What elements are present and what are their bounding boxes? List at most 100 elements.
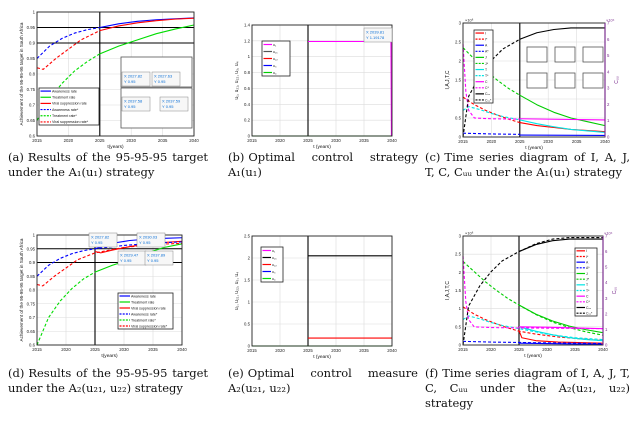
x-tick-label: 2040 <box>598 347 608 352</box>
legend-label: u₂₂ <box>272 263 277 267</box>
x-tick-label: 2035 <box>570 347 580 352</box>
series-line <box>36 26 100 59</box>
y-tick-label: 2 <box>248 256 251 261</box>
caption-label: (f) <box>425 366 439 380</box>
series-line <box>99 17 195 32</box>
series-line <box>36 241 183 277</box>
datatip-y: Y 0.95 <box>139 240 151 245</box>
y-right-axis-label: Cᵤᵤ <box>614 76 620 84</box>
datatip-x: X 2039.81 <box>366 30 385 35</box>
series-line <box>518 326 604 330</box>
legend-label: A* <box>586 266 590 270</box>
y-right-tick-label: 0 <box>605 343 608 348</box>
x-tick-label: 2040 <box>177 347 187 352</box>
x-tick-label: 2025 <box>303 138 313 143</box>
x-tick-label: 2030 <box>119 347 129 352</box>
legend: Awareness rate Treatment rate Viral suppre… <box>38 87 100 126</box>
legend-label: T* <box>586 289 590 293</box>
legend-label: I <box>586 249 587 253</box>
y-tick-label: 0 <box>459 343 462 348</box>
x-tick-label: 2025 <box>90 347 100 352</box>
series-line <box>308 40 392 137</box>
datatip-x: X 2027.82 <box>124 74 143 79</box>
x-tick-label: 2015 <box>32 138 42 143</box>
legend-label: u₃ <box>272 270 276 274</box>
x-tick-label: 2030 <box>542 347 552 352</box>
y-right-tick-label: 7 <box>607 21 610 26</box>
caption-f: (f) Time series diagram of I, A, J, T, C,… <box>425 366 630 411</box>
series-line <box>462 340 604 345</box>
caption-a: (a) Results of the 95-95-95 target under … <box>8 150 208 180</box>
y-right-tick-label: 2 <box>605 311 608 316</box>
legend-label: u₂₁ <box>273 50 278 54</box>
x-tick-label: 2035 <box>148 347 158 352</box>
series-line <box>462 255 604 330</box>
y-axis-label: u₁, u₂₁, u₂₂, u₃, u₄ <box>234 61 240 99</box>
legend-label: u₁ <box>272 249 276 253</box>
datatip: X 2030.03Y 0.95 <box>136 232 166 248</box>
datatip-y: Y 1.19178 <box>366 35 385 40</box>
x-tick-label: 2015 <box>247 348 257 353</box>
series-line <box>462 315 604 341</box>
y-right-tick-label: 3 <box>605 296 608 301</box>
legend-label: T <box>485 68 487 72</box>
y-tick-label: 0 <box>248 344 251 349</box>
x-tick-label: 2015 <box>458 139 468 144</box>
x-tick-label: 2020 <box>64 138 74 143</box>
y-tick-label: 0.85 <box>27 56 36 61</box>
x-axis-label: t (years) <box>524 353 542 359</box>
y-axis-label: Achievement of the 95-95-95 target in So… <box>19 238 24 341</box>
datatip: X 2037.89Y 0.95 <box>144 250 174 266</box>
legend-label: u₁ <box>273 43 277 47</box>
legend-label: Cᵤᵤ* <box>485 98 492 102</box>
y-tick-label: 0.4 <box>244 102 251 107</box>
datatip-x: X 2027.82 <box>91 235 110 240</box>
x-tick-label: 2020 <box>486 347 496 352</box>
y-tick-label: 1.5 <box>244 278 251 283</box>
legend-box <box>473 29 494 104</box>
x-tick-label: 2025 <box>95 138 105 143</box>
x-axis-label: t (years) <box>313 354 331 360</box>
x-tick-label: 2035 <box>359 348 369 353</box>
y-right-tick-label: 4 <box>605 280 608 285</box>
y-tick-label: 0.85 <box>27 274 36 279</box>
x-axis-label: t (years) <box>313 144 331 150</box>
y-right-multiplier-label: ×10⁴ <box>606 18 615 23</box>
y-tick-label: 1 <box>459 97 462 102</box>
y-tick-label: 0.65 <box>27 329 36 334</box>
x-tick-label: 2020 <box>275 348 285 353</box>
datatip: X 2027.82Y 0.95 <box>121 71 151 87</box>
legend-label: Viral suppression rate* <box>52 120 89 124</box>
series-line <box>462 96 520 124</box>
legend-label: A* <box>485 50 489 54</box>
series-line <box>518 330 604 344</box>
y-tick-label: 0.75 <box>27 301 36 306</box>
y-tick-label: 0.8 <box>244 70 251 75</box>
axes-frame <box>251 235 393 347</box>
y-right-tick-label: 0 <box>607 135 610 140</box>
datatip-box <box>363 27 393 43</box>
y-tick-label: 0.95 <box>27 246 36 251</box>
chart-panel-d: 2015 2020 2025 2030 2035 2040 0.6 0.65 0.7 0.75 0.… <box>19 233 187 360</box>
datatip: X 2029.47Y 0.95 <box>117 250 147 266</box>
chart-panel-a: 2015 2020 2025 2030 2035 2040 0.6 0.65 0.7 0.75 0.… <box>19 10 199 151</box>
series-line <box>519 118 606 121</box>
y-tick-label: 1.4 <box>244 23 251 28</box>
series-line <box>99 24 195 55</box>
datatip-x: X 2029.47 <box>120 253 139 258</box>
datatip-x: X 2037.59 <box>162 99 181 104</box>
series-line <box>462 306 604 342</box>
x-tick-label: 2035 <box>359 138 369 143</box>
caption-label: (a) <box>8 150 24 164</box>
legend-label: Viral suppression rate <box>131 306 166 310</box>
y-tick-label: 0.65 <box>27 118 36 123</box>
datatip-x: X 2037.58 <box>124 99 143 104</box>
y-tick-label: 0.5 <box>244 322 251 327</box>
caption-text: Time series diagram of I, A, J, T, C, Cᵤ… <box>425 150 630 179</box>
datatip-box <box>136 232 166 248</box>
x-tick-label: 2030 <box>126 138 136 143</box>
x-tick-label: 2015 <box>32 347 42 352</box>
x-tick-label: 2035 <box>158 138 168 143</box>
